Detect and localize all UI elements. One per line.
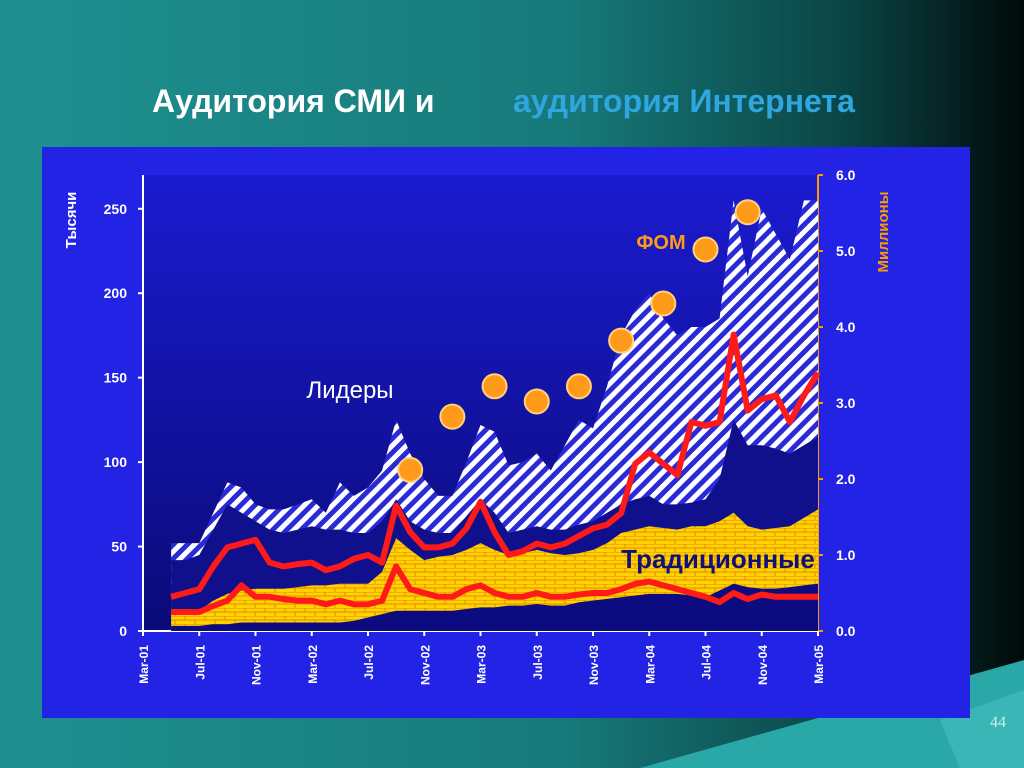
dot xyxy=(650,290,677,317)
dot xyxy=(439,403,466,430)
x-tick-label: Mar-01 xyxy=(137,645,151,684)
y2-tick-label: 3.0 xyxy=(836,395,856,411)
series-label: ФОМ xyxy=(636,232,685,254)
y2-tick-label: 2.0 xyxy=(836,471,856,487)
y-tick-label: 250 xyxy=(104,201,128,217)
dot xyxy=(481,373,508,400)
y2-tick-label: 5.0 xyxy=(836,243,856,259)
dot xyxy=(397,456,424,483)
x-tick-label: Mar-03 xyxy=(475,645,489,684)
x-tick-label: Mar-04 xyxy=(643,645,657,684)
x-tick-label: Jul-04 xyxy=(700,645,714,680)
x-tick-label: Mar-02 xyxy=(306,645,320,684)
y-tick-label: 50 xyxy=(111,539,127,555)
x-tick-label: Nov-04 xyxy=(756,645,770,685)
title: Аудитория СМИ и xyxy=(152,83,435,119)
y2-tick-label: 4.0 xyxy=(836,319,856,335)
page-number: 44 xyxy=(990,714,1006,731)
y2-tick-label: 6.0 xyxy=(836,167,856,183)
x-tick-label: Mar-05 xyxy=(812,645,826,684)
x-tick-label: Nov-02 xyxy=(418,645,432,685)
x-tick-label: Nov-01 xyxy=(250,645,264,685)
y-tick-label: 100 xyxy=(104,454,128,470)
line xyxy=(171,563,818,615)
y2-axis-label: Миллионы xyxy=(875,191,892,272)
y-axis-label: Тысячи xyxy=(63,192,80,249)
x-tick-label: Nov-03 xyxy=(587,645,601,685)
dot xyxy=(608,327,635,354)
x-tick-label: Jul-01 xyxy=(193,645,207,680)
dot xyxy=(565,373,592,400)
title-highlight: аудитория Интернета xyxy=(513,83,855,119)
y-tick-label: 150 xyxy=(104,370,128,386)
dot xyxy=(523,388,550,415)
y2-tick-label: 0.0 xyxy=(836,623,856,639)
y2-tick-label: 1.0 xyxy=(836,547,856,563)
area xyxy=(171,583,818,631)
line xyxy=(170,331,821,600)
series-label: Лидеры xyxy=(306,377,393,404)
y-tick-label: 0 xyxy=(119,623,127,639)
decor xyxy=(940,690,1024,768)
y-tick-label: 200 xyxy=(104,285,128,301)
x-tick-label: Jul-03 xyxy=(531,645,545,680)
x-tick-label: Jul-02 xyxy=(362,645,376,680)
dot xyxy=(734,199,761,226)
dot xyxy=(692,236,719,263)
series-label: Традиционные xyxy=(621,544,815,574)
